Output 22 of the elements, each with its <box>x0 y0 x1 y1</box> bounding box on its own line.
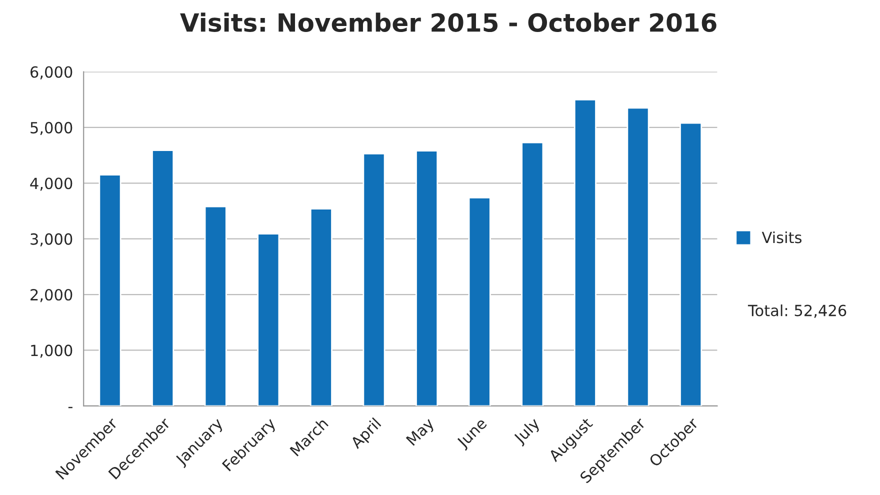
y-tick-label: 3,000 <box>30 233 72 246</box>
y-tick-label: 2,000 <box>30 288 72 302</box>
bar <box>257 233 280 406</box>
bar <box>310 208 332 406</box>
bar <box>152 150 174 406</box>
bar <box>574 98 596 406</box>
bar <box>626 107 650 406</box>
bar <box>468 196 491 406</box>
bar <box>416 150 438 406</box>
bar <box>680 122 702 406</box>
bar <box>521 142 544 406</box>
bar <box>98 174 122 406</box>
text: Total: 52,426 <box>748 304 846 318</box>
y-tick-label: 6,000 <box>30 66 72 80</box>
y-tick-label: 4,000 <box>30 178 72 191</box>
legend-label: Visits <box>762 231 802 244</box>
chart-title: Visits: November 2015 - October 2016 <box>180 12 716 32</box>
y-tick-label: 5,000 <box>30 122 72 136</box>
y-tick-label: - <box>68 406 72 408</box>
bar <box>362 152 386 406</box>
y-tick-label: 1,000 <box>31 344 72 358</box>
bar <box>204 206 227 406</box>
